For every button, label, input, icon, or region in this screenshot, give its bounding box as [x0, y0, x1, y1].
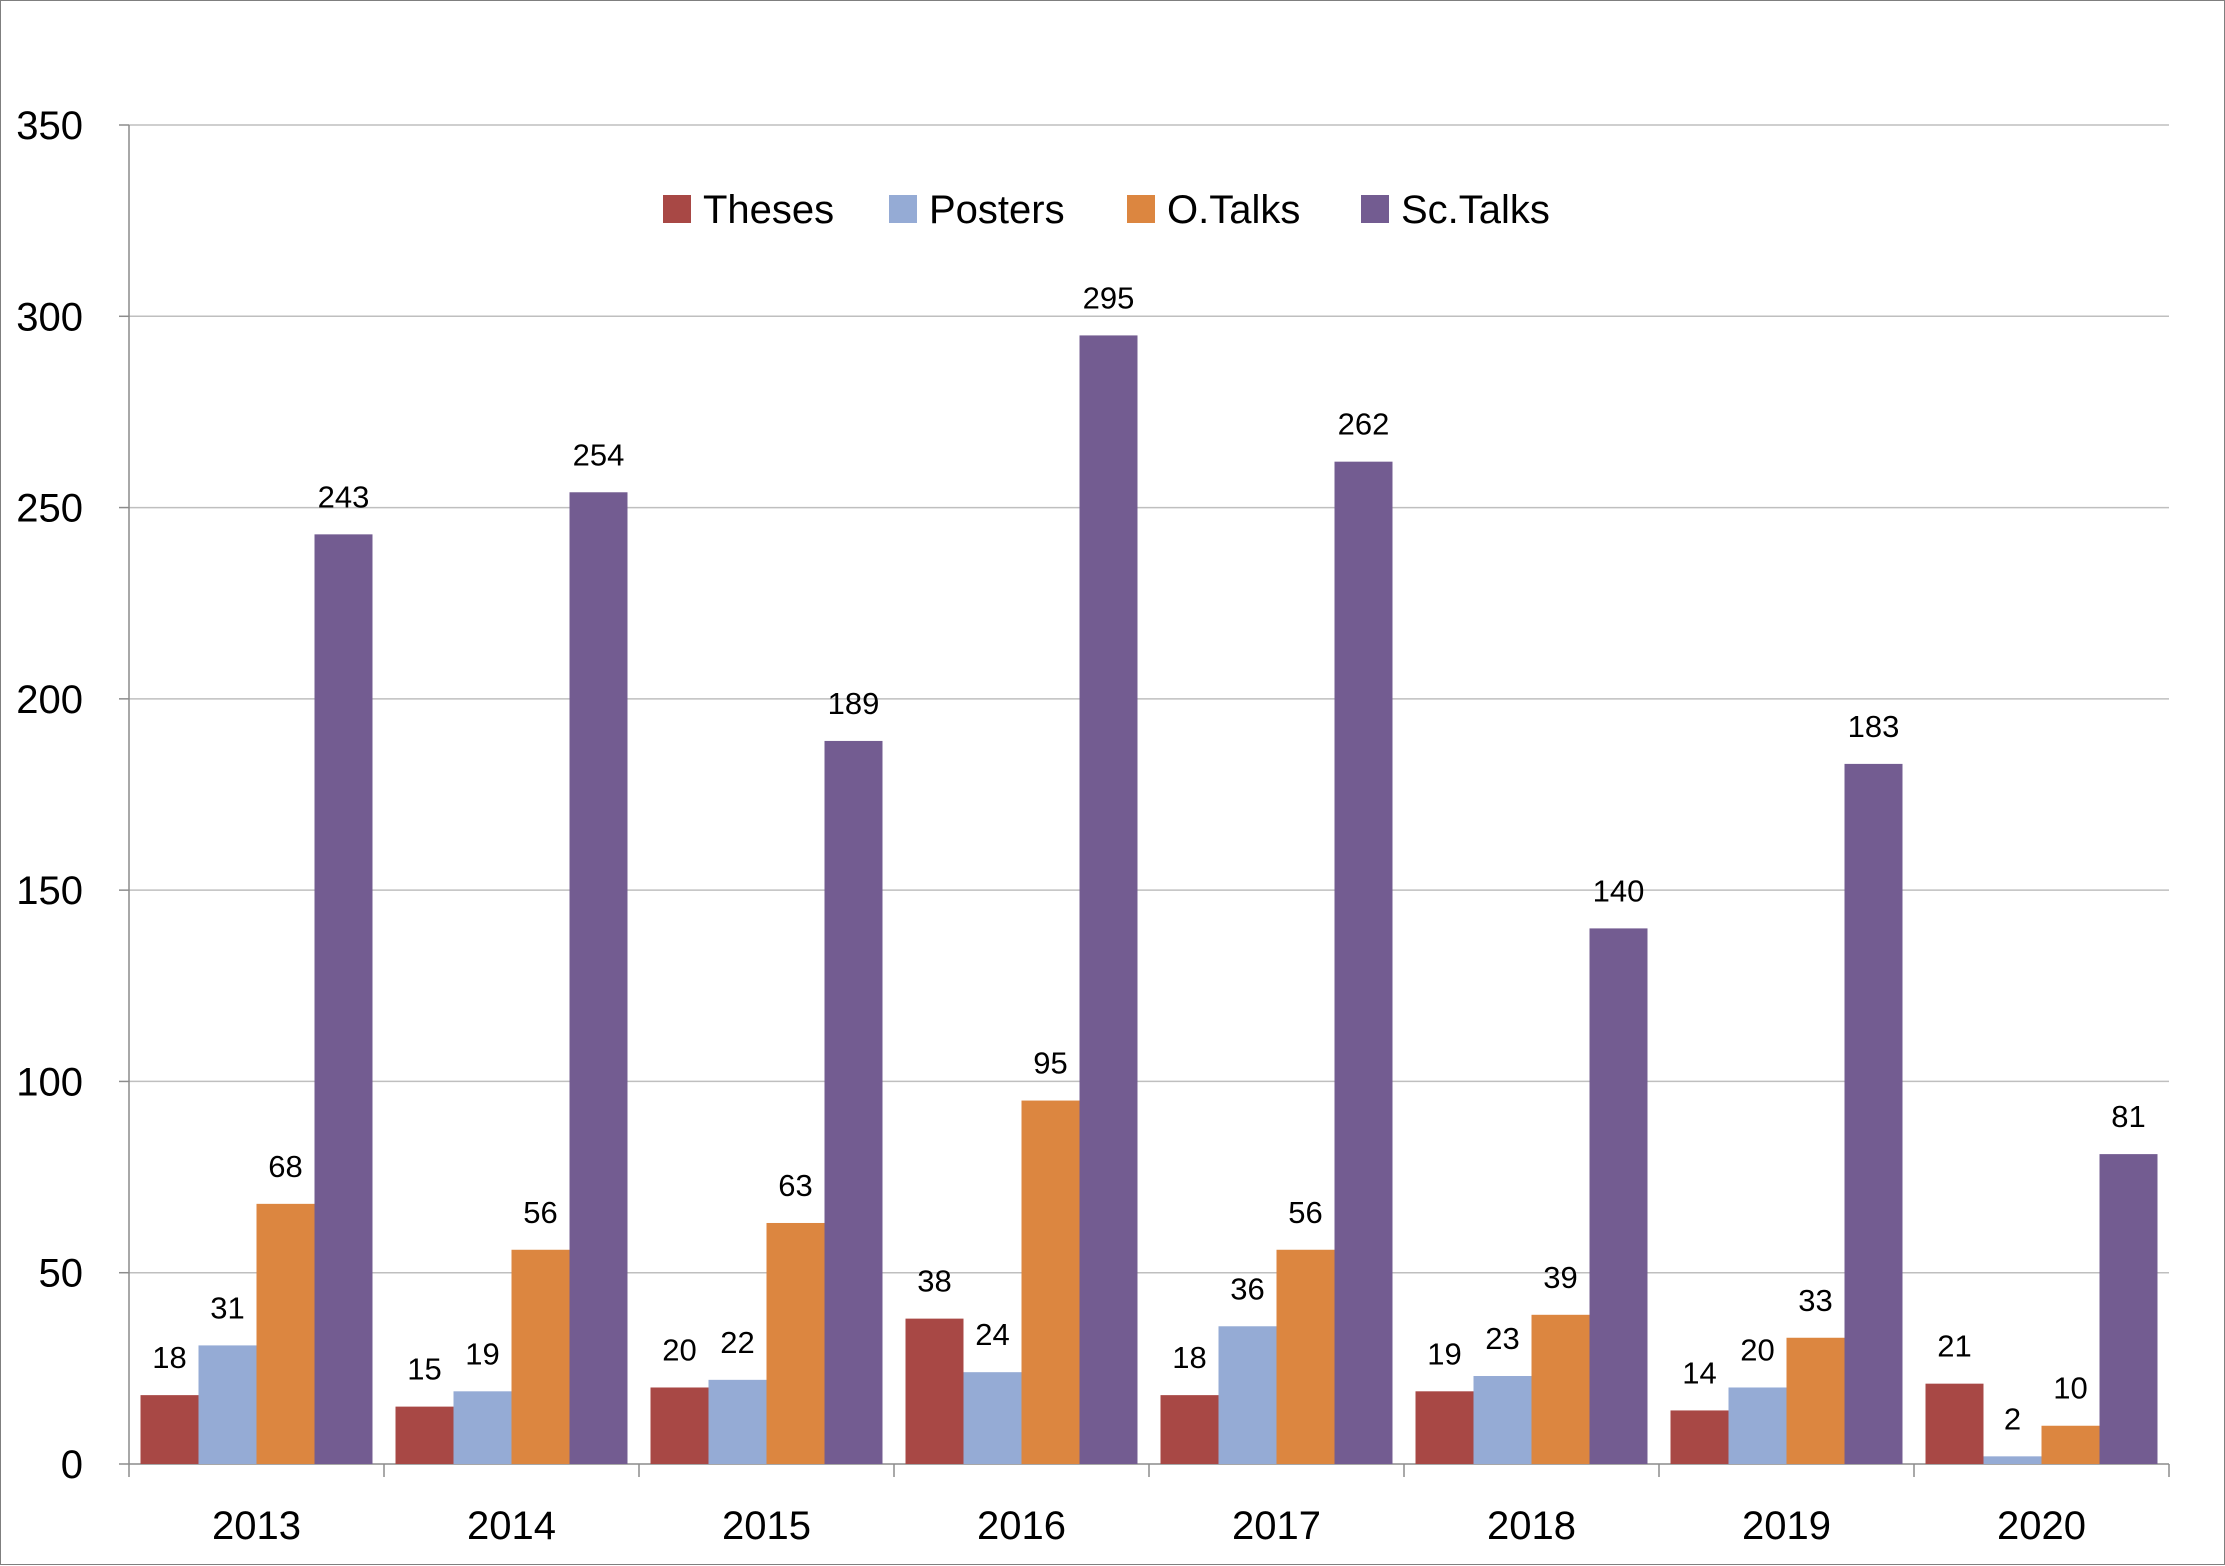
legend: Theses Posters O.Talks Sc.Talks — [663, 188, 1550, 232]
data-label: 63 — [778, 1168, 812, 1203]
y-tick-label: 0 — [61, 1443, 83, 1487]
data-label: 31 — [210, 1290, 244, 1325]
data-label: 19 — [1427, 1336, 1461, 1371]
bars — [140, 335, 2158, 1465]
bar-posters-2014 — [453, 1391, 512, 1464]
bar-theses-2013 — [140, 1395, 199, 1464]
bar-theses-2016 — [905, 1318, 964, 1464]
legend-label: Posters — [929, 188, 1065, 232]
bar-sc-talks-2013 — [314, 534, 373, 1464]
data-label: 18 — [152, 1340, 186, 1375]
y-tick-label: 150 — [16, 869, 83, 913]
bar-o-talks-2016 — [1021, 1100, 1080, 1464]
bar-sc-talks-2014 — [569, 492, 628, 1465]
data-label: 14 — [1682, 1355, 1716, 1390]
bar-posters-2020 — [1983, 1456, 2042, 1464]
bar-theses-2019 — [1670, 1410, 1729, 1464]
data-label: 22 — [720, 1325, 754, 1360]
bar-theses-2015 — [650, 1387, 709, 1464]
data-label: 262 — [1338, 407, 1390, 442]
x-tick-label: 2013 — [212, 1504, 301, 1548]
legend-swatch — [663, 195, 691, 223]
bar-sc-talks-2018 — [1589, 928, 1648, 1464]
legend-swatch — [1361, 195, 1389, 223]
data-label: 10 — [2053, 1371, 2087, 1406]
bar-posters-2016 — [963, 1372, 1022, 1464]
bar-sc-talks-2020 — [2099, 1154, 2158, 1464]
x-tick-label: 2016 — [977, 1504, 1066, 1548]
data-label: 56 — [523, 1195, 557, 1230]
data-label: 33 — [1798, 1283, 1832, 1318]
data-label: 254 — [573, 437, 625, 472]
bar-o-talks-2013 — [256, 1203, 315, 1464]
data-label: 81 — [2111, 1099, 2145, 1134]
data-label: 19 — [465, 1336, 499, 1371]
bar-o-talks-2015 — [766, 1222, 825, 1464]
x-tick-label: 2015 — [722, 1504, 811, 1548]
y-tick-label: 350 — [16, 104, 83, 148]
bar-o-talks-2018 — [1531, 1314, 1590, 1464]
bar-sc-talks-2016 — [1079, 335, 1138, 1464]
bar-posters-2017 — [1218, 1326, 1277, 1464]
bar-posters-2013 — [198, 1345, 257, 1464]
data-label: 24 — [975, 1317, 1009, 1352]
bar-posters-2015 — [708, 1379, 767, 1464]
data-label: 140 — [1593, 873, 1645, 908]
y-tick-label: 300 — [16, 295, 83, 339]
data-label: 56 — [1288, 1195, 1322, 1230]
bar-o-talks-2020 — [2041, 1425, 2100, 1464]
data-label: 20 — [662, 1332, 696, 1367]
legend-swatch — [1127, 195, 1155, 223]
legend-label: Sc.Talks — [1401, 188, 1550, 232]
data-label: 183 — [1848, 709, 1900, 744]
data-label: 39 — [1543, 1260, 1577, 1295]
bar-posters-2019 — [1728, 1387, 1787, 1464]
bar-sc-talks-2015 — [824, 740, 883, 1464]
bar-theses-2018 — [1415, 1391, 1474, 1464]
bar-theses-2020 — [1925, 1383, 1984, 1464]
bar-o-talks-2014 — [511, 1249, 570, 1464]
x-tick-label: 2017 — [1232, 1504, 1321, 1548]
gridlines — [129, 124, 2169, 1274]
x-tick-label: 2018 — [1487, 1504, 1576, 1548]
legend-label: O.Talks — [1167, 188, 1300, 232]
bar-theses-2014 — [395, 1406, 454, 1464]
data-label: 95 — [1033, 1046, 1067, 1081]
x-tick-label: 2019 — [1742, 1504, 1831, 1548]
data-label: 68 — [268, 1149, 302, 1184]
y-tick-label: 50 — [39, 1252, 84, 1296]
x-tick-label: 2020 — [1997, 1504, 2086, 1548]
data-label: 38 — [917, 1264, 951, 1299]
data-label: 23 — [1485, 1321, 1519, 1356]
bar-sc-talks-2017 — [1334, 461, 1393, 1465]
bar-o-talks-2017 — [1276, 1249, 1335, 1464]
data-labels: 18 15 20 38 18 19 14 21 31 19 22 24 36 23 20 2 68 56 63 95 5… — [152, 280, 2145, 1436]
x-tick-label: 2014 — [467, 1504, 556, 1548]
bar-sc-talks-2019 — [1844, 763, 1903, 1464]
data-label: 295 — [1083, 280, 1135, 315]
data-label: 189 — [828, 686, 880, 721]
data-label: 15 — [407, 1352, 441, 1387]
bar-posters-2018 — [1473, 1376, 1532, 1464]
legend-swatch — [889, 195, 917, 223]
data-label: 36 — [1230, 1271, 1264, 1306]
bar-theses-2017 — [1160, 1395, 1219, 1464]
y-tick-label: 200 — [16, 678, 83, 722]
data-label: 2 — [2004, 1401, 2021, 1436]
legend-label: Theses — [703, 188, 834, 232]
y-tick-label: 100 — [16, 1060, 83, 1104]
data-label: 21 — [1937, 1329, 1971, 1364]
data-label: 18 — [1172, 1340, 1206, 1375]
bar-o-talks-2019 — [1786, 1337, 1845, 1464]
data-label: 20 — [1740, 1332, 1774, 1367]
data-label: 243 — [318, 479, 370, 514]
y-tick-label: 250 — [16, 487, 83, 531]
